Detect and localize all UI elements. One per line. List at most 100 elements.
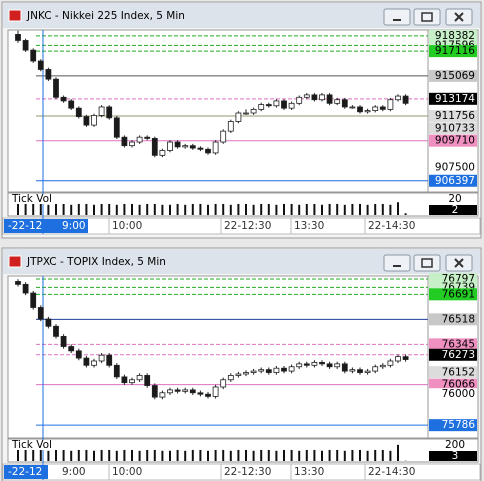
volume-bar xyxy=(191,449,194,461)
candle-body xyxy=(22,283,29,294)
time-highlight xyxy=(4,219,88,233)
candle-body xyxy=(83,116,90,126)
candle-body xyxy=(402,95,409,104)
volume-bar xyxy=(70,450,73,461)
candle-body xyxy=(379,106,386,110)
volume-bar xyxy=(100,203,103,215)
volume-bar xyxy=(267,449,270,461)
minimize-button[interactable] xyxy=(383,8,411,26)
time-label: 10:00 xyxy=(112,466,142,478)
candle-body xyxy=(68,346,75,352)
time-label: -22-12 xyxy=(8,466,42,478)
time-axis xyxy=(2,463,481,481)
time-label: 22-12:30 xyxy=(224,466,271,478)
volume-bar xyxy=(237,203,240,215)
price-label-bg xyxy=(429,348,477,361)
volume-bar xyxy=(169,450,171,461)
volume-bar xyxy=(47,450,50,461)
restore-button[interactable] xyxy=(413,254,441,272)
volume-bar xyxy=(351,449,354,461)
volume-bar xyxy=(184,450,187,461)
candle-body xyxy=(91,115,97,126)
time-label: 10:00 xyxy=(112,220,142,232)
volume-bar xyxy=(283,449,285,461)
volume-bar xyxy=(138,450,141,461)
candle-body xyxy=(121,376,128,384)
volume-bar xyxy=(191,203,194,215)
candle-body xyxy=(22,40,29,51)
volume-bar xyxy=(359,449,361,461)
candle-body xyxy=(288,366,295,372)
time-highlight xyxy=(4,465,48,479)
volume-bar xyxy=(146,203,149,215)
volume-bar xyxy=(85,449,88,461)
volume-bar xyxy=(260,203,263,215)
price-label-bg xyxy=(429,366,477,379)
candle-body xyxy=(106,106,113,119)
volume-bar xyxy=(336,449,339,461)
candle-body xyxy=(60,96,67,102)
volume-bar xyxy=(131,449,133,461)
price-label: 76066 xyxy=(442,379,476,391)
volume-bar xyxy=(222,449,225,461)
candle-body xyxy=(265,104,272,107)
candle-body xyxy=(53,325,59,337)
candle-body xyxy=(113,117,120,138)
candle-body xyxy=(341,363,348,372)
price-label: 76345 xyxy=(442,338,475,350)
candle-body xyxy=(349,106,356,109)
volume-bar xyxy=(404,213,407,215)
time-label: 9:00 xyxy=(62,466,86,478)
price-label-bg xyxy=(429,69,477,82)
volume-bar xyxy=(305,203,308,215)
volume-bar xyxy=(321,450,323,461)
candle-body xyxy=(349,369,356,372)
candle-body xyxy=(45,69,52,80)
candle-body xyxy=(189,145,196,149)
restore-button[interactable] xyxy=(413,8,441,26)
candle-body xyxy=(319,362,325,365)
candle-body xyxy=(311,94,318,101)
candle-body xyxy=(387,360,394,366)
candle-body xyxy=(197,147,204,150)
price-label: 911756 xyxy=(435,110,475,122)
candle-body xyxy=(75,350,82,359)
candle-body xyxy=(182,145,189,148)
time-label: 22-12:30 xyxy=(224,220,271,232)
volume-bar xyxy=(176,449,179,461)
minimize-button[interactable] xyxy=(383,254,411,272)
volume-bar xyxy=(389,204,392,215)
volume-bar xyxy=(343,450,346,461)
price-label: 76000 xyxy=(442,388,475,400)
volume-bar xyxy=(207,450,209,461)
price-label-bg xyxy=(429,122,477,135)
candle-body xyxy=(151,385,158,398)
volume-bar xyxy=(123,203,126,215)
candle-body xyxy=(273,367,280,373)
volume-bar xyxy=(77,203,80,215)
time-label: 22-14:30 xyxy=(368,220,415,232)
volume-label-bg xyxy=(10,194,70,204)
candle-body xyxy=(15,34,21,41)
candle-body xyxy=(129,141,135,147)
candle-body xyxy=(113,364,120,378)
candle-body xyxy=(167,389,173,394)
window-title: JTPXC - TOPIX Index, 5 Min xyxy=(26,256,166,268)
candle-body xyxy=(303,94,310,98)
candle-body xyxy=(144,375,151,386)
candle-body xyxy=(227,375,234,381)
volume-bar xyxy=(55,449,57,461)
candle-body xyxy=(372,106,379,111)
app-icon xyxy=(8,9,22,22)
candle-body xyxy=(37,307,44,320)
time-axis xyxy=(2,217,481,235)
price-label-bg xyxy=(429,161,477,174)
volume-bar xyxy=(77,449,80,461)
candle-body xyxy=(357,106,363,113)
price-label: 76518 xyxy=(442,313,475,325)
volume-bar xyxy=(39,203,42,215)
price-label: 909710 xyxy=(435,135,475,147)
volume-bar xyxy=(138,204,141,215)
plot-area xyxy=(7,275,429,439)
time-label: -22-12 xyxy=(8,220,42,232)
